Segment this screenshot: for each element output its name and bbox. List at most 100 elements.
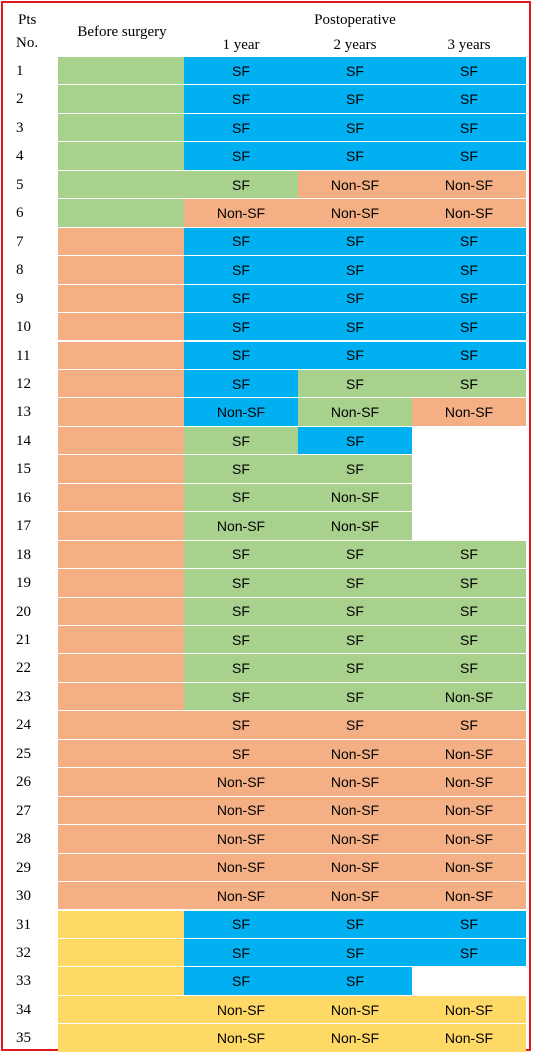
- row-number: 18: [16, 546, 31, 563]
- postoperative-cell-year-2: Non-SF: [298, 853, 412, 883]
- before-surgery-cell: [58, 768, 184, 797]
- postoperative-cell-year-3: Non-SF: [412, 1024, 526, 1053]
- before-surgery-cell: [58, 256, 184, 285]
- postoperative-cell-year-2: SF: [298, 626, 412, 655]
- postoperative-cell-year-1: Non-SF: [184, 1024, 298, 1053]
- postoperative-cell-year-2: SF: [298, 426, 412, 456]
- before-surgery-cell: [58, 825, 184, 854]
- postoperative-cell-year-3: SF: [412, 569, 526, 598]
- row-number: 3: [16, 119, 24, 136]
- before-surgery-cell: [58, 682, 184, 712]
- postoperative-cell-year-1: SF: [184, 540, 298, 570]
- postoperative-cell-year-1: SF: [184, 569, 298, 598]
- postoperative-cell-year-3: Non-SF: [412, 398, 526, 427]
- postoperative-cell-year-3: SF: [412, 284, 526, 314]
- postoperative-cell-year-3: Non-SF: [412, 882, 526, 911]
- row-number: 17: [16, 518, 31, 535]
- postoperative-cell-year-3: [412, 967, 526, 996]
- postoperative-cell-year-3: SF: [412, 654, 526, 683]
- postoperative-cell-year-3: SF: [412, 626, 526, 655]
- postoperative-cell-year-3: SF: [412, 341, 526, 370]
- before-surgery-cell: [58, 1024, 184, 1053]
- row-number: 8: [16, 262, 24, 279]
- postoperative-cell-year-1: Non-SF: [184, 199, 298, 228]
- before-surgery-cell: [58, 483, 184, 513]
- header-pts: Pts: [18, 12, 37, 28]
- row-number: 5: [16, 176, 24, 193]
- postoperative-cell-year-2: SF: [298, 540, 412, 570]
- row-number: 12: [16, 375, 31, 392]
- postoperative-cell-year-3: [412, 426, 526, 456]
- postoperative-cell-year-3: Non-SF: [412, 853, 526, 883]
- postoperative-cell-year-1: SF: [184, 284, 298, 314]
- before-surgery-cell: [58, 711, 184, 740]
- postoperative-cell-year-3: SF: [412, 85, 526, 114]
- postoperative-cell-year-2: SF: [298, 284, 412, 314]
- postoperative-cell-year-1: Non-SF: [184, 768, 298, 797]
- row-number: 35: [16, 1030, 31, 1047]
- postoperative-cell-year-1: Non-SF: [184, 825, 298, 854]
- postoperative-cell-year-3: [412, 512, 526, 541]
- postoperative-cell-year-2: SF: [298, 455, 412, 484]
- postoperative-cell-year-3: Non-SF: [412, 768, 526, 797]
- row-number: 14: [16, 432, 31, 449]
- postoperative-cell-year-1: SF: [184, 682, 298, 712]
- postoperative-cell-year-3: Non-SF: [412, 995, 526, 1025]
- postoperative-cell-year-1: SF: [184, 426, 298, 456]
- before-surgery-cell: [58, 85, 184, 114]
- row-number: 34: [16, 1001, 31, 1018]
- row-number: 24: [16, 717, 31, 734]
- postoperative-cell-year-3: Non-SF: [412, 682, 526, 712]
- header-2-years: 2 years: [333, 37, 377, 53]
- postoperative-cell-year-1: SF: [184, 341, 298, 370]
- header-before-surgery: Before surgery: [77, 24, 167, 40]
- row-number: 7: [16, 233, 24, 250]
- row-number: 29: [16, 859, 31, 876]
- postoperative-cell-year-1: SF: [184, 256, 298, 285]
- postoperative-cell-year-2: SF: [298, 654, 412, 683]
- postoperative-cell-year-2: SF: [298, 682, 412, 712]
- before-surgery-cell: [58, 199, 184, 228]
- before-surgery-cell: [58, 455, 184, 484]
- postoperative-cell-year-2: Non-SF: [298, 739, 412, 769]
- postoperative-cell-year-3: [412, 483, 526, 513]
- row-number: 19: [16, 575, 31, 592]
- postoperative-cell-year-1: SF: [184, 313, 298, 342]
- before-surgery-cell: [58, 910, 184, 939]
- postoperative-cell-year-3: SF: [412, 313, 526, 342]
- postoperative-cell-year-2: SF: [298, 910, 412, 939]
- row-number: 21: [16, 632, 31, 648]
- header-no: No.: [16, 35, 39, 51]
- postoperative-cell-year-3: SF: [412, 711, 526, 740]
- before-surgery-cell: [58, 284, 184, 314]
- before-surgery-cell: [58, 426, 184, 456]
- before-surgery-cell: [58, 569, 184, 598]
- postoperative-cell-year-2: Non-SF: [298, 398, 412, 427]
- postoperative-cell-year-1: SF: [184, 910, 298, 939]
- row-number: 30: [16, 888, 31, 905]
- postoperative-cell-year-2: Non-SF: [298, 483, 412, 513]
- postoperative-cell-year-1: SF: [184, 57, 298, 86]
- postoperative-cell-year-2: SF: [298, 711, 412, 740]
- before-surgery-cell: [58, 938, 184, 968]
- postoperative-cell-year-1: SF: [184, 369, 298, 399]
- header-3-years: 3 years: [447, 37, 491, 53]
- postoperative-cell-year-1: SF: [184, 170, 298, 200]
- before-surgery-cell: [58, 170, 184, 200]
- row-number: 25: [16, 745, 31, 762]
- row-number: 20: [16, 603, 31, 620]
- postoperative-cell-year-3: SF: [412, 910, 526, 939]
- row-number: 9: [16, 290, 24, 307]
- postoperative-cell-year-3: SF: [412, 938, 526, 968]
- row-number: 28: [16, 831, 31, 848]
- row-number: 2: [16, 91, 24, 108]
- postoperative-cell-year-1: SF: [184, 85, 298, 114]
- header-1-year: 1 year: [222, 37, 260, 53]
- postoperative-cell-year-1: Non-SF: [184, 853, 298, 883]
- postoperative-cell-year-1: SF: [184, 227, 298, 257]
- postoperative-cell-year-1: SF: [184, 967, 298, 996]
- before-surgery-cell: [58, 654, 184, 683]
- postoperative-cell-year-3: SF: [412, 113, 526, 143]
- postoperative-cell-year-1: SF: [184, 654, 298, 683]
